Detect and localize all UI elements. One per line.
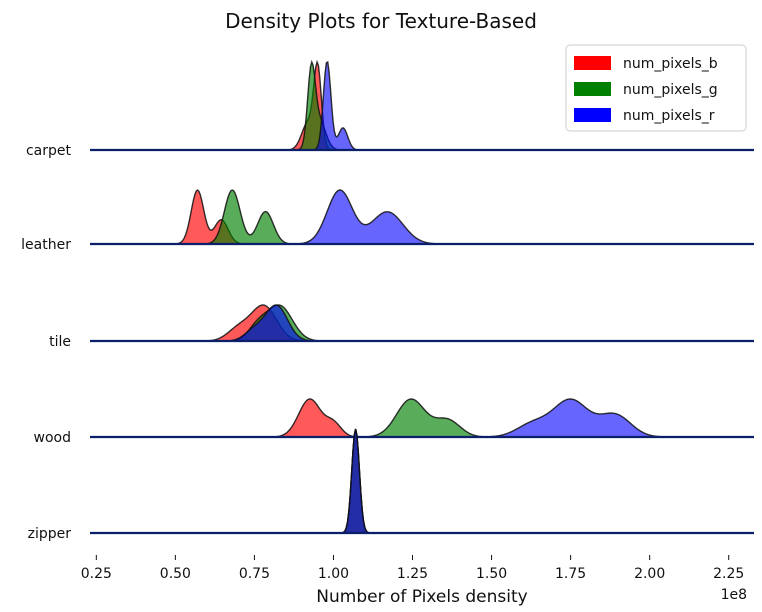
category-label-leather: leather (21, 237, 71, 253)
legend: num_pixels_b num_pixels_g num_pixels_r (565, 44, 747, 132)
category-label-wood: wood (34, 430, 71, 446)
density-zipper-num_pixels_b (90, 428, 754, 534)
ridges-layer (90, 59, 754, 535)
chart-title: Density Plots for Texture-Based (225, 9, 537, 33)
y-tick-labels: carpet leather tile wood zipper (21, 143, 71, 542)
ridge-tile (90, 304, 754, 343)
density-wood-num_pixels_g (90, 398, 754, 438)
density-tile-num_pixels_b (90, 304, 754, 342)
density-zipper-num_pixels_g (90, 428, 754, 534)
ridge-zipper (90, 428, 754, 535)
legend-label-num_pixels_b: num_pixels_b (623, 56, 718, 72)
density-zipper-num_pixels_r (90, 428, 754, 534)
x-axis-label: Number of Pixels density (316, 587, 527, 607)
density-tile-num_pixels_r (90, 304, 754, 342)
x-tick-label-1.50: 1.50 (476, 566, 507, 582)
x-tick-label-0.25: 0.25 (81, 566, 112, 582)
x-axis-offset-label: 1e8 (721, 587, 747, 603)
x-tick-label-1.25: 1.25 (397, 566, 428, 582)
category-label-carpet: carpet (26, 143, 72, 159)
legend-label-num_pixels_g: num_pixels_g (623, 82, 718, 98)
x-tick-label-1.75: 1.75 (555, 566, 586, 582)
category-label-zipper: zipper (28, 526, 72, 542)
x-ticks: 0.25 0.50 0.75 1.00 1.25 1.50 1.75 2.00 2.25 (81, 555, 744, 582)
x-tick-label-2.00: 2.00 (634, 566, 665, 582)
legend-items: num_pixels_b num_pixels_g num_pixels_r (574, 56, 718, 124)
density-tile-num_pixels_g (90, 304, 754, 342)
ridge-wood (90, 398, 754, 439)
x-tick-label-2.25: 2.25 (713, 566, 744, 582)
legend-swatch-num_pixels_g (574, 82, 611, 96)
legend-swatch-num_pixels_b (574, 56, 611, 70)
legend-swatch-num_pixels_r (574, 108, 611, 122)
x-tick-label-0.75: 0.75 (239, 566, 270, 582)
x-tick-label-0.50: 0.50 (160, 566, 191, 582)
category-label-tile: tile (49, 334, 71, 350)
density-leather-num_pixels_b (90, 189, 754, 245)
x-tick-label-1.00: 1.00 (318, 566, 349, 582)
ridge-leather (90, 189, 754, 246)
ridge-carpet (90, 59, 754, 152)
legend-label-num_pixels_r: num_pixels_r (623, 108, 715, 124)
